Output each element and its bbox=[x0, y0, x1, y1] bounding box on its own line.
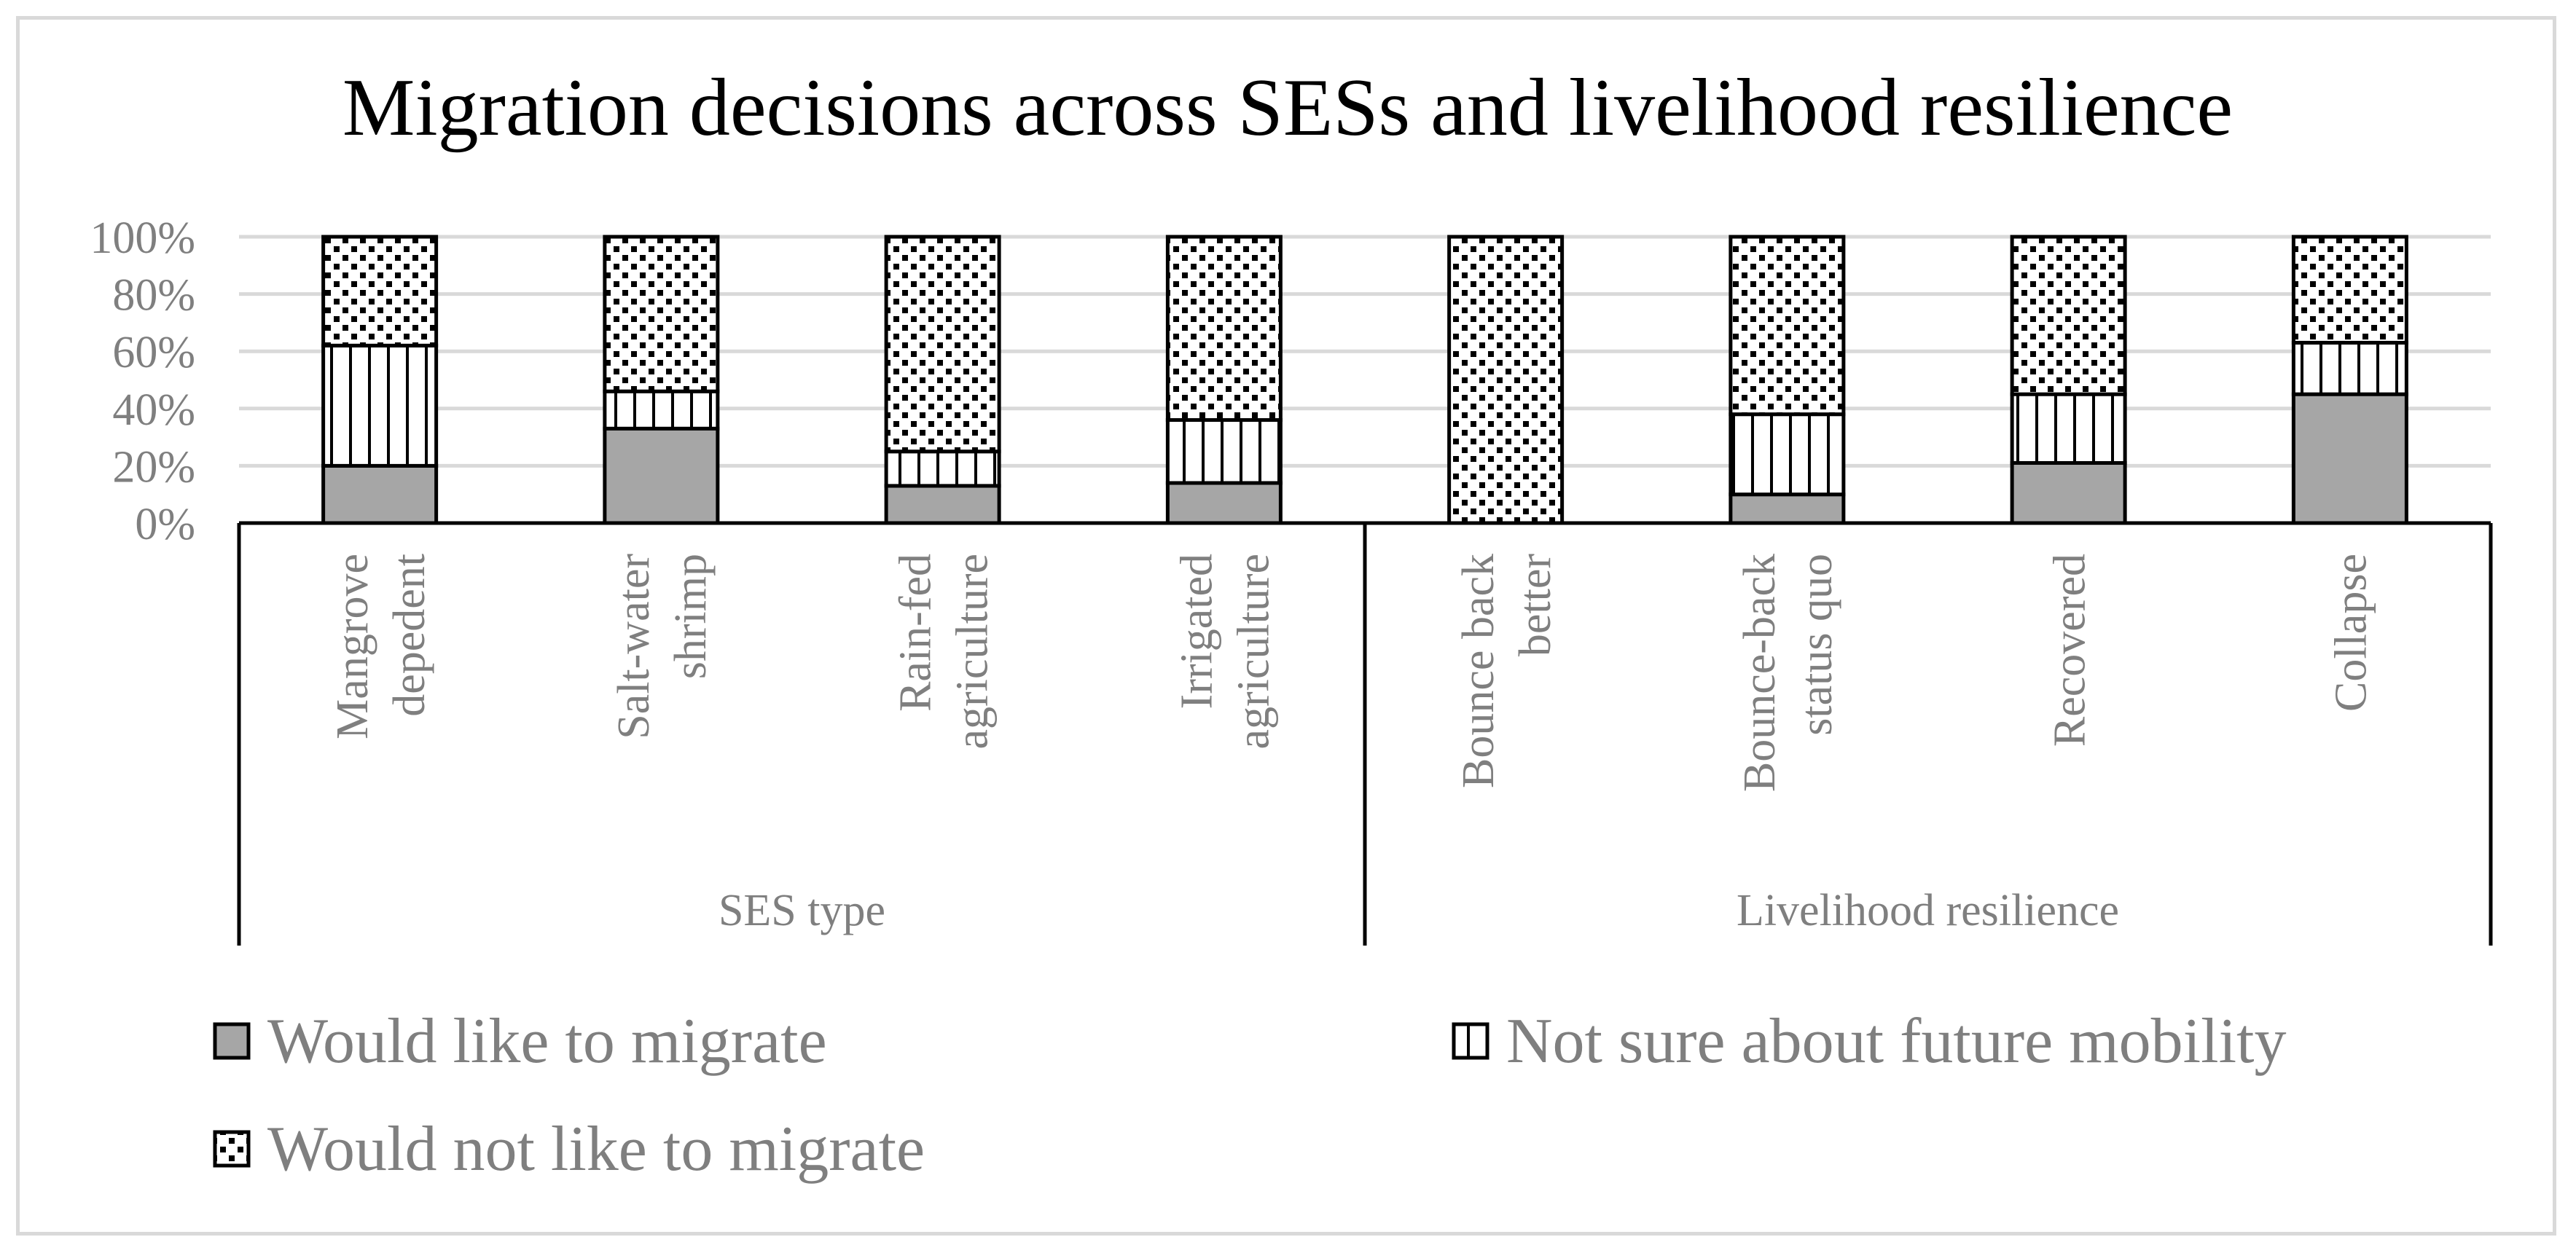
bar-segment-would-like-to-migrate bbox=[1729, 492, 1846, 525]
bar-segment-not-sure-about-future-mobility bbox=[603, 389, 720, 431]
y-tick-label: 100% bbox=[90, 213, 195, 263]
bar-segment-would-like-to-migrate bbox=[1165, 481, 1283, 525]
y-axis-tick-labels: 0% 20% 40% 60% 80% 100% bbox=[90, 213, 195, 549]
bar-segment-would-not-like-to-migrate bbox=[2010, 235, 2127, 396]
bar-segment-not-sure-about-future-mobility bbox=[2291, 340, 2408, 396]
bar-segment-would-not-like-to-migrate bbox=[321, 235, 439, 347]
gridlines bbox=[239, 235, 2491, 468]
bar-segment-would-not-like-to-migrate bbox=[1729, 235, 1846, 417]
x-category-label: Bounce back bbox=[1454, 554, 1503, 788]
x-category-label: status quo bbox=[1792, 554, 1841, 736]
bar-segment-not-sure-about-future-mobility bbox=[321, 343, 439, 468]
legend-label: Would like to migrate bbox=[267, 1006, 827, 1077]
y-tick-label: 60% bbox=[112, 328, 195, 377]
bar-segment-would-not-like-to-migrate bbox=[884, 235, 1001, 454]
x-category-label: Salt-water bbox=[609, 554, 659, 739]
x-group-label: Livelihood resilience bbox=[1737, 886, 2119, 935]
chart-title: Migration decisions across SESs and live… bbox=[342, 63, 2233, 153]
x-axis-category-labels: Mangrove depedent Salt-water shrimp Rain-fed… bbox=[328, 554, 2376, 792]
bar-segment-not-sure-about-future-mobility bbox=[884, 449, 1001, 488]
x-axis bbox=[237, 521, 2493, 946]
legend-label: Would not like to migrate bbox=[267, 1114, 925, 1185]
x-category-label: Rain-fed bbox=[890, 554, 940, 712]
y-tick-label: 20% bbox=[112, 442, 195, 492]
x-category-label: better bbox=[1511, 554, 1560, 656]
bar-segment-would-like-to-migrate bbox=[603, 426, 720, 525]
bar-segment-would-like-to-migrate bbox=[321, 463, 439, 525]
y-tick-label: 80% bbox=[112, 271, 195, 321]
bar-segment-would-like-to-migrate bbox=[2010, 460, 2127, 525]
x-category-label: Recovered bbox=[2045, 554, 2094, 747]
legend-swatch bbox=[213, 1130, 251, 1168]
bar-segment-not-sure-about-future-mobility bbox=[1165, 418, 1283, 485]
legend-swatch bbox=[213, 1022, 251, 1060]
bar-segment-not-sure-about-future-mobility bbox=[2010, 392, 2127, 465]
x-category-label: Collapse bbox=[2327, 554, 2376, 712]
x-category-label: shrimp bbox=[666, 554, 716, 679]
chart-frame bbox=[16, 16, 2556, 1236]
bar-stacks bbox=[321, 235, 2408, 525]
bar-segment-would-not-like-to-migrate bbox=[1165, 235, 1283, 423]
y-tick-label: 0% bbox=[135, 500, 195, 549]
x-category-label: agriculture bbox=[947, 554, 997, 750]
bar-segment-would-like-to-migrate bbox=[884, 484, 1001, 525]
bar-segment-would-not-like-to-migrate bbox=[603, 235, 720, 393]
x-category-label: Irrigated bbox=[1172, 554, 1222, 709]
bar-segment-would-like-to-migrate bbox=[2291, 392, 2408, 525]
bar-segment-not-sure-about-future-mobility bbox=[1729, 412, 1846, 497]
x-axis-group-labels: SES type Livelihood resilience bbox=[719, 886, 2119, 935]
x-category-label: depedent bbox=[385, 554, 434, 717]
x-category-label: Mangrove bbox=[328, 554, 377, 739]
x-group-label: SES type bbox=[719, 886, 885, 935]
x-category-label: Bounce-back bbox=[1735, 554, 1785, 792]
bar-segment-would-not-like-to-migrate bbox=[1447, 235, 1565, 525]
legend-label: Not sure about future mobility bbox=[1506, 1006, 2286, 1077]
legend-swatch bbox=[1452, 1022, 1489, 1060]
y-tick-label: 40% bbox=[112, 385, 195, 435]
legend: Would like to migrate Not sure about futu… bbox=[213, 1006, 2286, 1185]
x-category-label: agriculture bbox=[1229, 554, 1279, 750]
bar-segment-would-not-like-to-migrate bbox=[2291, 235, 2408, 345]
